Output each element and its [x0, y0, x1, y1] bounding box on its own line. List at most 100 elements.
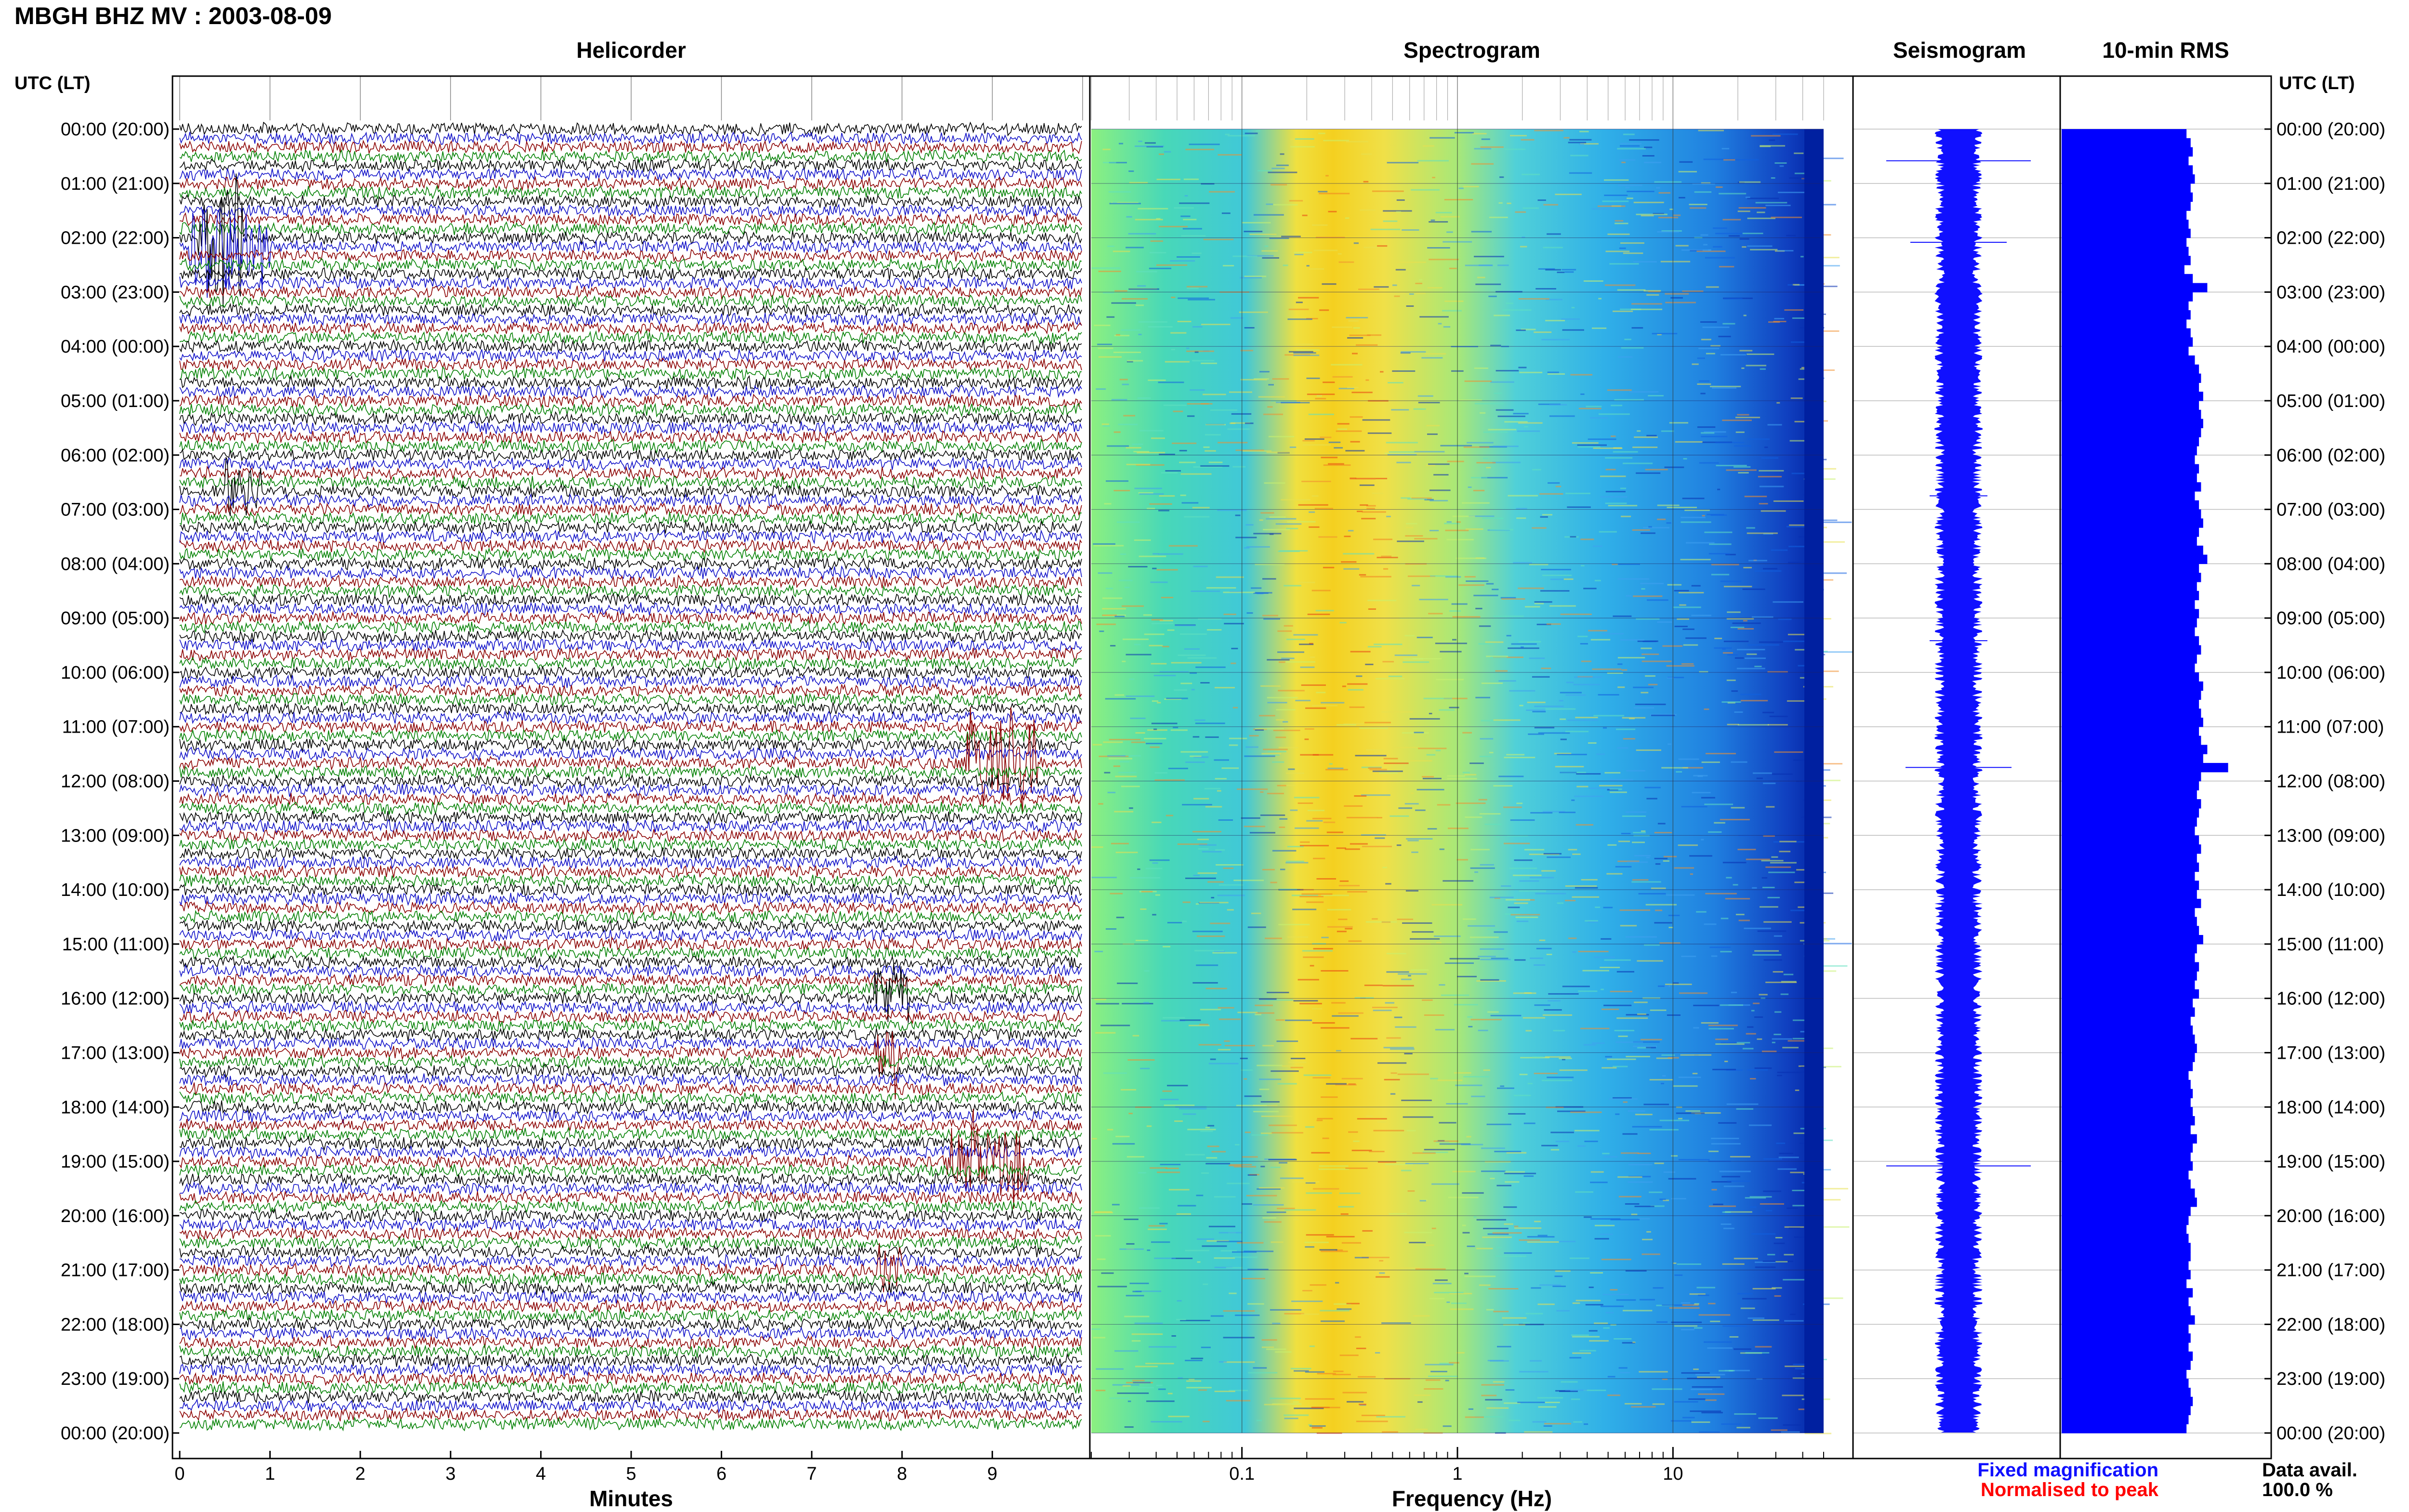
spectrogram-pixel	[1583, 280, 1603, 282]
spectrogram-pixel	[1199, 902, 1229, 904]
spectrogram-pixel	[1701, 435, 1728, 437]
spectrogram-pixel	[1104, 772, 1111, 774]
spectrogram-pixel	[1632, 1045, 1657, 1047]
spectrogram-pixel	[1151, 619, 1164, 621]
spectrogram-pixel	[1701, 339, 1711, 341]
spectrogram-pixel	[1314, 508, 1333, 510]
spectrogram-pixel	[1585, 920, 1598, 922]
spectrogram-pixel	[1667, 677, 1674, 679]
spectrogram-pixel	[1316, 1119, 1323, 1121]
spectrogram-pixel	[1682, 290, 1704, 292]
spectrogram-pixel	[1715, 442, 1745, 444]
spectrogram-pixel	[1767, 1254, 1775, 1256]
spectrogram-pixel	[1345, 1167, 1368, 1169]
spectrogram-pixel	[1774, 318, 1785, 319]
spectrogram-pixel	[1452, 1170, 1476, 1172]
spectrogram-pixel	[1162, 645, 1169, 647]
spectrogram-pixel	[1657, 823, 1666, 825]
spectrogram-pixel	[1820, 938, 1827, 940]
spectrogram-pixel	[1734, 1258, 1758, 1260]
spectrogram-pixel	[1681, 1372, 1710, 1374]
spectrogram-pixel	[1211, 897, 1215, 899]
rms-frame	[2059, 75, 2272, 1459]
spectrogram-pixel	[1641, 692, 1649, 694]
spectrogram-pixel	[1190, 755, 1202, 757]
spectrogram-pixel	[1462, 1232, 1470, 1234]
spectrogram-pixel	[1743, 315, 1747, 316]
spectrogram-pixel	[1729, 1336, 1739, 1338]
rms-panel	[2060, 129, 2271, 1433]
spectrogram-pixel	[1590, 1182, 1608, 1183]
rms-bar	[2062, 527, 2199, 537]
spectrogram-pixel	[1152, 914, 1156, 916]
spectrogram-pixel	[1446, 1103, 1468, 1104]
spectrogram-pixel	[1691, 1421, 1710, 1423]
spectrogram-pixel	[1792, 1038, 1807, 1039]
helicorder-trace	[179, 121, 1082, 137]
rms-bar	[2062, 536, 2197, 546]
spectrogram-pixel	[1492, 589, 1499, 591]
spectrogram-pixel	[1682, 767, 1703, 769]
spectrogram-pixel	[1119, 1248, 1144, 1250]
spectrogram-pixel	[1289, 351, 1313, 353]
spectrogram-pixel	[1456, 859, 1468, 861]
spectrogram-pixel	[1092, 1138, 1097, 1140]
spectrogram-pixel	[1481, 683, 1503, 684]
spectrogram-pixel	[1214, 1266, 1232, 1268]
spectrogram-pixel	[1605, 491, 1626, 493]
spectrogram-pixel	[1388, 382, 1403, 383]
spectrogram-pixel	[1519, 1371, 1549, 1373]
helicorder-trace	[179, 257, 1082, 273]
spectrogram-pixel	[1350, 416, 1363, 418]
spectrogram-pixel	[1504, 421, 1528, 423]
spectrogram-pixel	[1284, 1414, 1309, 1416]
spectrogram-pixel	[1229, 1292, 1237, 1294]
spectrogram-pixel	[1627, 191, 1655, 192]
spectrogram-pixel	[1443, 880, 1474, 882]
spectrogram-pixel	[1726, 469, 1757, 471]
spectrogram-pixel	[1205, 736, 1219, 738]
spectrogram-pixel	[1783, 973, 1794, 975]
spectrogram-pixel	[1572, 1352, 1591, 1354]
spectrogram-pixel	[1259, 519, 1263, 521]
spectrogram-pixel	[1642, 155, 1655, 157]
spectrogram-pixel	[1513, 1094, 1531, 1096]
spectrogram-pixel	[1737, 1293, 1753, 1295]
spectrogram-pixel	[1182, 228, 1202, 230]
spectrogram-pixel	[1787, 1207, 1798, 1209]
spectrogram-pixel	[1804, 1433, 1832, 1434]
spectrogram-pixel	[1109, 162, 1127, 164]
rms-bar	[2062, 564, 2199, 573]
time-label-right: 16:00 (12:00)	[2277, 989, 2385, 1009]
spectrogram-pixel	[1747, 1026, 1754, 1028]
spectrogram-pixel	[1098, 803, 1103, 805]
spectrogram-pixel	[1552, 1286, 1566, 1287]
spectrogram-pixel	[1267, 992, 1289, 993]
spectrogram-pixel	[1562, 986, 1590, 987]
spectrogram-pixel	[1244, 1095, 1262, 1097]
spectrogram-pixel	[1782, 1394, 1804, 1396]
spectrogram-pixel	[1638, 893, 1666, 894]
spectrogram-pixel	[1373, 1130, 1404, 1131]
spectrogram-pixel	[1503, 309, 1532, 311]
spectrogram-pixel	[1658, 192, 1671, 194]
spectrogram-pixel	[1641, 647, 1652, 649]
spectrogram-pixel	[1817, 330, 1840, 332]
spectrogram-pixel	[1480, 948, 1504, 950]
spectrogram-pixel	[1646, 294, 1659, 296]
spectrogram-pixel	[1661, 1083, 1664, 1084]
spectrogram-pixel	[1704, 431, 1726, 433]
spectrogram-pixel	[1246, 612, 1253, 614]
spectrogram-pixel	[1200, 465, 1230, 467]
spectrogram-pixel	[1788, 562, 1818, 564]
spectrogram-pixel	[1590, 1218, 1621, 1220]
spectrogram-pixel	[1675, 245, 1689, 247]
time-label-left: 04:00 (00:00)	[61, 337, 170, 357]
spectrogram-pixel	[1365, 921, 1397, 923]
rms-bar	[2062, 1089, 2193, 1099]
rms-bar	[2062, 699, 2199, 709]
rms-bar	[2062, 1143, 2193, 1153]
spectrogram-pixel	[1199, 1024, 1209, 1026]
spectrogram-pixel	[1763, 568, 1778, 570]
spectrogram-pixel	[1237, 1012, 1258, 1013]
